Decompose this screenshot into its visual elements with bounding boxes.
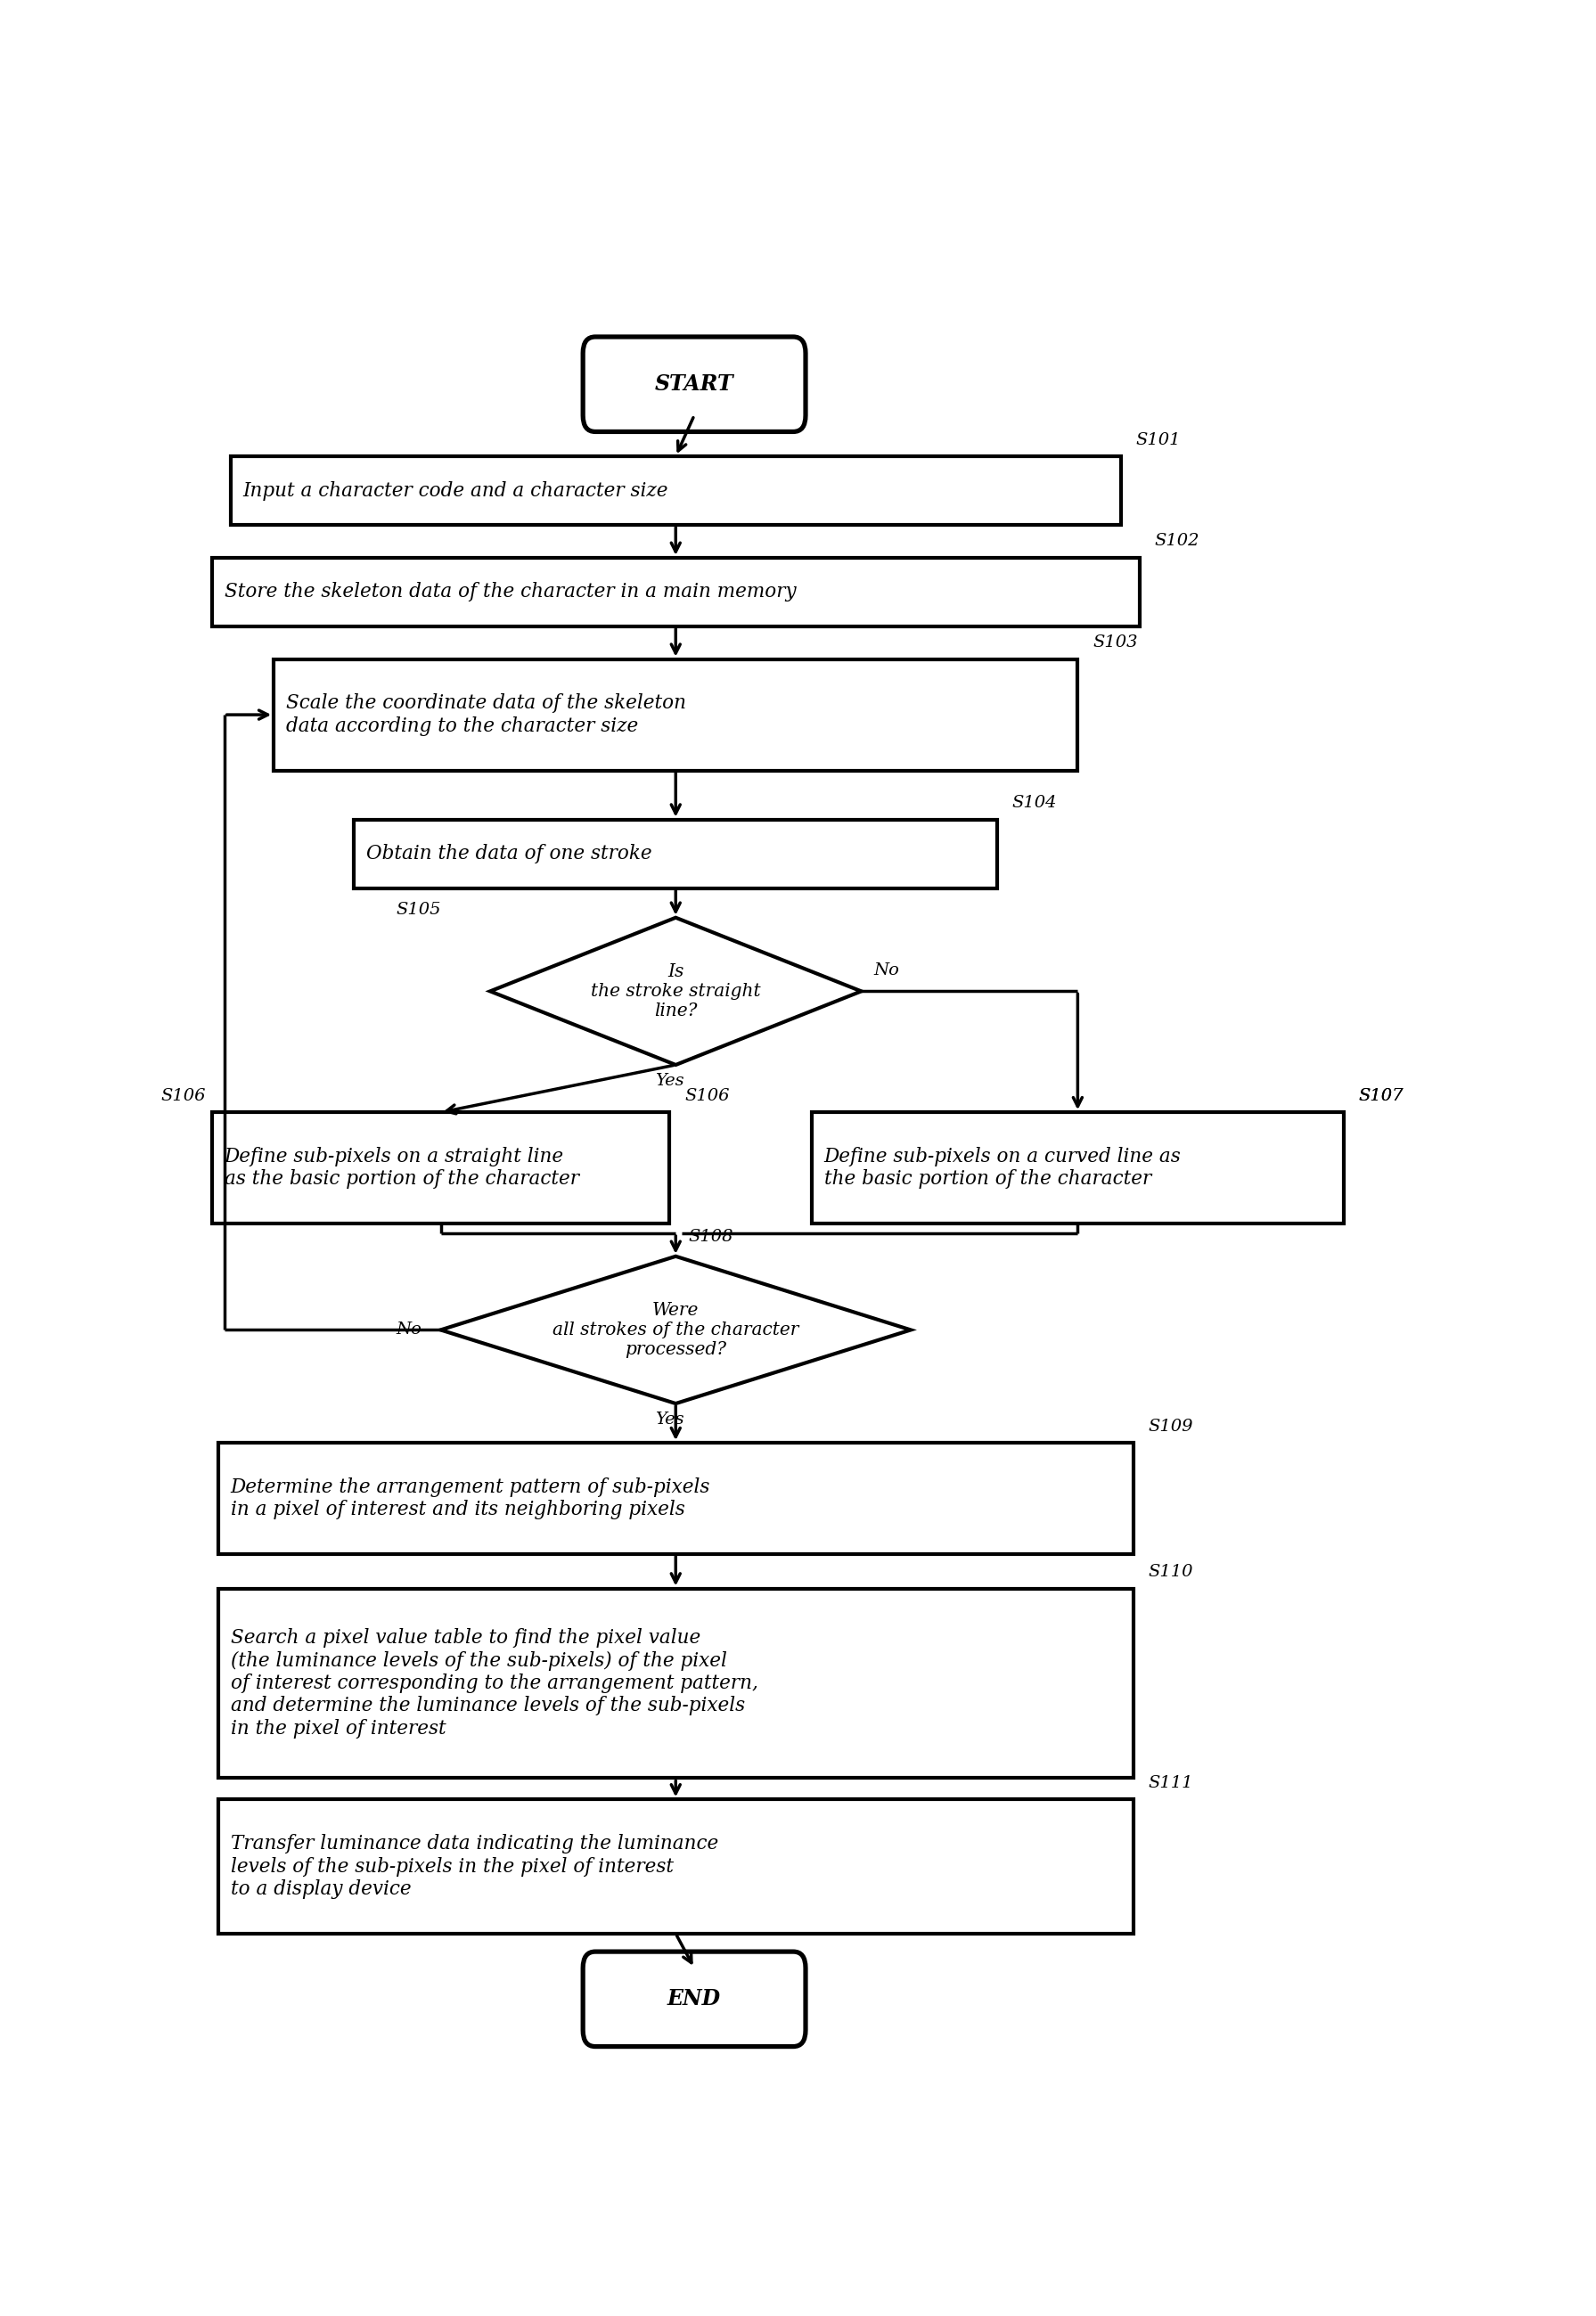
- Text: S104: S104: [1012, 794, 1057, 811]
- Text: Yes: Yes: [654, 1413, 685, 1427]
- Text: S109: S109: [1148, 1417, 1194, 1434]
- Text: S107: S107: [1358, 1089, 1403, 1105]
- Text: Transfer luminance data indicating the luminance
levels of the sub-pixels in the: Transfer luminance data indicating the l…: [230, 1834, 718, 1899]
- Text: Search a pixel value table to find the pixel value
(the luminance levels of the : Search a pixel value table to find the p…: [230, 1628, 758, 1739]
- Bar: [212, 558, 1140, 625]
- Text: S106: S106: [685, 1089, 729, 1105]
- Polygon shape: [490, 917, 862, 1065]
- Text: No: No: [873, 961, 899, 977]
- Bar: [219, 1589, 1133, 1779]
- Bar: [275, 660, 1077, 771]
- Text: Determine the arrangement pattern of sub-pixels
in a pixel of interest and its n: Determine the arrangement pattern of sub…: [230, 1478, 710, 1519]
- Text: Were
all strokes of the character
processed?: Were all strokes of the character proces…: [552, 1302, 800, 1357]
- Bar: [212, 1112, 670, 1223]
- Text: Define sub-pixels on a straight line
as the basic portion of the character: Define sub-pixels on a straight line as …: [223, 1146, 579, 1188]
- Bar: [219, 1443, 1133, 1554]
- Bar: [354, 820, 998, 887]
- Text: S110: S110: [1148, 1563, 1194, 1580]
- Text: S106: S106: [161, 1089, 206, 1105]
- Text: S102: S102: [1154, 533, 1199, 549]
- Bar: [230, 456, 1120, 526]
- Polygon shape: [440, 1255, 911, 1403]
- Text: Is
the stroke straight
line?: Is the stroke straight line?: [591, 963, 761, 1019]
- Text: Define sub-pixels on a curved line as
the basic portion of the character: Define sub-pixels on a curved line as th…: [824, 1146, 1181, 1188]
- Text: S103: S103: [1093, 635, 1138, 651]
- Text: S101: S101: [1136, 431, 1181, 447]
- Text: END: END: [667, 1989, 721, 2010]
- Text: Scale the coordinate data of the skeleton
data according to the character size: Scale the coordinate data of the skeleto…: [286, 692, 686, 736]
- Text: No: No: [396, 1322, 421, 1339]
- Text: Obtain the data of one stroke: Obtain the data of one stroke: [367, 843, 653, 864]
- Text: Store the skeleton data of the character in a main memory: Store the skeleton data of the character…: [223, 581, 796, 602]
- Text: S111: S111: [1148, 1774, 1194, 1790]
- FancyBboxPatch shape: [583, 336, 806, 431]
- Text: S108: S108: [688, 1230, 733, 1244]
- Text: Yes: Yes: [654, 1072, 685, 1089]
- FancyBboxPatch shape: [583, 1952, 806, 2047]
- Bar: [812, 1112, 1344, 1223]
- Text: Input a character code and a character size: Input a character code and a character s…: [243, 482, 669, 500]
- Text: S105: S105: [396, 901, 440, 917]
- Text: S107: S107: [1358, 1089, 1403, 1105]
- Bar: [219, 1800, 1133, 1934]
- Text: START: START: [654, 373, 734, 396]
